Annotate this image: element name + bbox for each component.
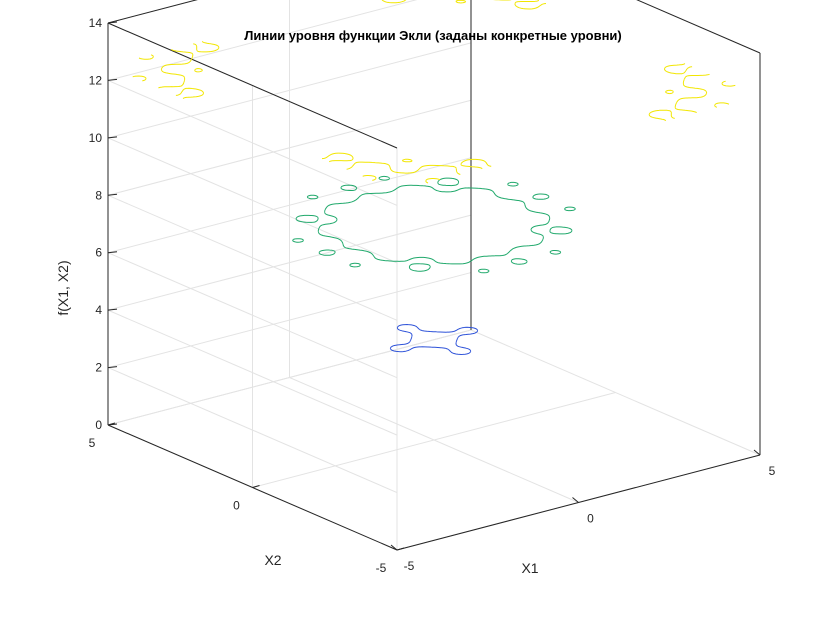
- y-axis-label: X2: [264, 552, 281, 568]
- z-tick-label: 12: [89, 73, 103, 87]
- x-tick-label: 0: [587, 512, 594, 526]
- y-tick-label: 0: [233, 499, 240, 513]
- y-tick-mark: [252, 485, 260, 488]
- contour-level-12.5: [132, 0, 736, 184]
- contour-level-7.5: [292, 175, 576, 274]
- z-tick-mark: [107, 78, 118, 81]
- x-tick-label: 5: [769, 464, 776, 478]
- z-tick-mark: [107, 136, 118, 139]
- z-axis-label: f(X1, X2): [55, 260, 71, 315]
- x-tick-mark: [390, 544, 398, 551]
- z-tick-label: 0: [95, 418, 102, 432]
- x-tick-label: -5: [404, 559, 415, 573]
- axes-box-edge: [107, 22, 398, 149]
- z-tick-label: 10: [89, 131, 103, 145]
- axes-box-edge: [636, 0, 761, 54]
- axes-box-edge: [107, 0, 198, 24]
- grid-line-y: [107, 329, 472, 426]
- tick-layer: 0 2 4 6 8 10 12 14 -5 0 5 -5 0 5: [89, 16, 776, 575]
- x-axis-label: X1: [521, 560, 538, 576]
- axes-box-back: [107, 0, 761, 425]
- contour-layer: [132, 0, 736, 355]
- z-tick-label: 8: [95, 188, 102, 202]
- x-tick-mark: [572, 497, 579, 503]
- x-tick-mark: [753, 449, 761, 456]
- grid-line-y: [252, 392, 616, 488]
- y-tick-mark: [396, 547, 405, 551]
- z-tick-label: 4: [95, 303, 102, 317]
- z-tick-label: 6: [95, 246, 102, 260]
- z-tick-label: 14: [89, 16, 103, 30]
- z-tick-mark: [107, 21, 118, 24]
- z-tick-mark: [107, 193, 118, 196]
- z-tick-mark: [107, 251, 118, 254]
- y-tick-label: 5: [89, 436, 96, 450]
- y-tick-mark: [107, 422, 116, 426]
- y-tick-label: -5: [376, 561, 387, 575]
- axes-box-front: [107, 53, 761, 551]
- z-tick-mark: [107, 308, 118, 311]
- z-tick-mark: [107, 366, 118, 369]
- z-tick-label: 2: [95, 361, 102, 375]
- contour-level-3.5: [389, 324, 479, 355]
- chart-title: Линии уровня функции Экли (заданы конкре…: [244, 28, 622, 43]
